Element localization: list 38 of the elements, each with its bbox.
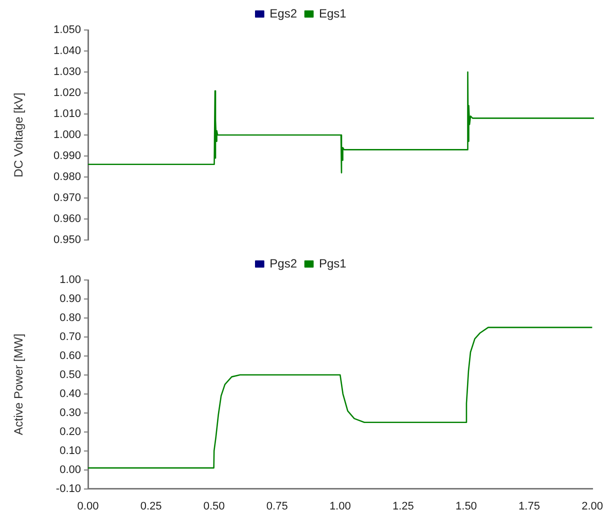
- y-tick-label: 1.020: [53, 87, 81, 100]
- x-tick-label: 0.50: [203, 500, 225, 512]
- y-tick-label: 0.80: [60, 312, 81, 324]
- x-tick-label: 0.00: [77, 500, 99, 512]
- y-tick-label: 0.30: [60, 406, 81, 419]
- y-tick-label: 0.970: [53, 192, 81, 204]
- x-tick-label: 0.75: [266, 500, 288, 512]
- y-tick-label: 0.20: [60, 426, 81, 438]
- y-tick-label: 0.90: [60, 293, 81, 306]
- y-tick-label: 0.990: [53, 150, 81, 162]
- y-tick-label: 0.50: [60, 368, 81, 381]
- y-tick-label: 0.70: [60, 330, 81, 343]
- y-tick-label: 1.010: [53, 108, 81, 120]
- y-tick-label: 1.00: [60, 274, 81, 286]
- legend-label: Egs1: [319, 6, 347, 20]
- y-tick-label: 1.030: [53, 66, 81, 78]
- y-tick-label: 0.40: [60, 388, 81, 400]
- y-tick-label: 0.960: [53, 213, 81, 226]
- y-axis-title: Active Power [MW]: [12, 334, 26, 436]
- y-tick-label: 0.00: [60, 464, 81, 476]
- y-tick-label: 1.050: [53, 24, 81, 36]
- legend-label: Pgs1: [319, 256, 347, 270]
- y-tick-label: 0.10: [60, 444, 81, 457]
- legend-label: Egs2: [270, 6, 298, 20]
- y-tick-label: 0.980: [53, 171, 81, 184]
- y-tick-label: 0.60: [60, 350, 81, 362]
- y-tick-label: 0.950: [53, 234, 81, 246]
- x-tick-label: 1.25: [392, 500, 414, 512]
- x-tick-label: 2.00: [582, 500, 604, 512]
- y-tick-label: -0.10: [56, 482, 81, 495]
- y-tick-label: 1.040: [53, 45, 81, 58]
- x-tick-label: 1.75: [518, 500, 540, 512]
- y-tick-label: 1.000: [53, 129, 81, 142]
- legend-label: Pgs2: [270, 256, 298, 270]
- y-axis-title: DC Voltage [kV]: [12, 92, 26, 178]
- x-tick-label: 1.50: [456, 500, 477, 512]
- x-tick-label: 1.00: [329, 500, 351, 512]
- x-tick-label: 0.25: [140, 500, 162, 512]
